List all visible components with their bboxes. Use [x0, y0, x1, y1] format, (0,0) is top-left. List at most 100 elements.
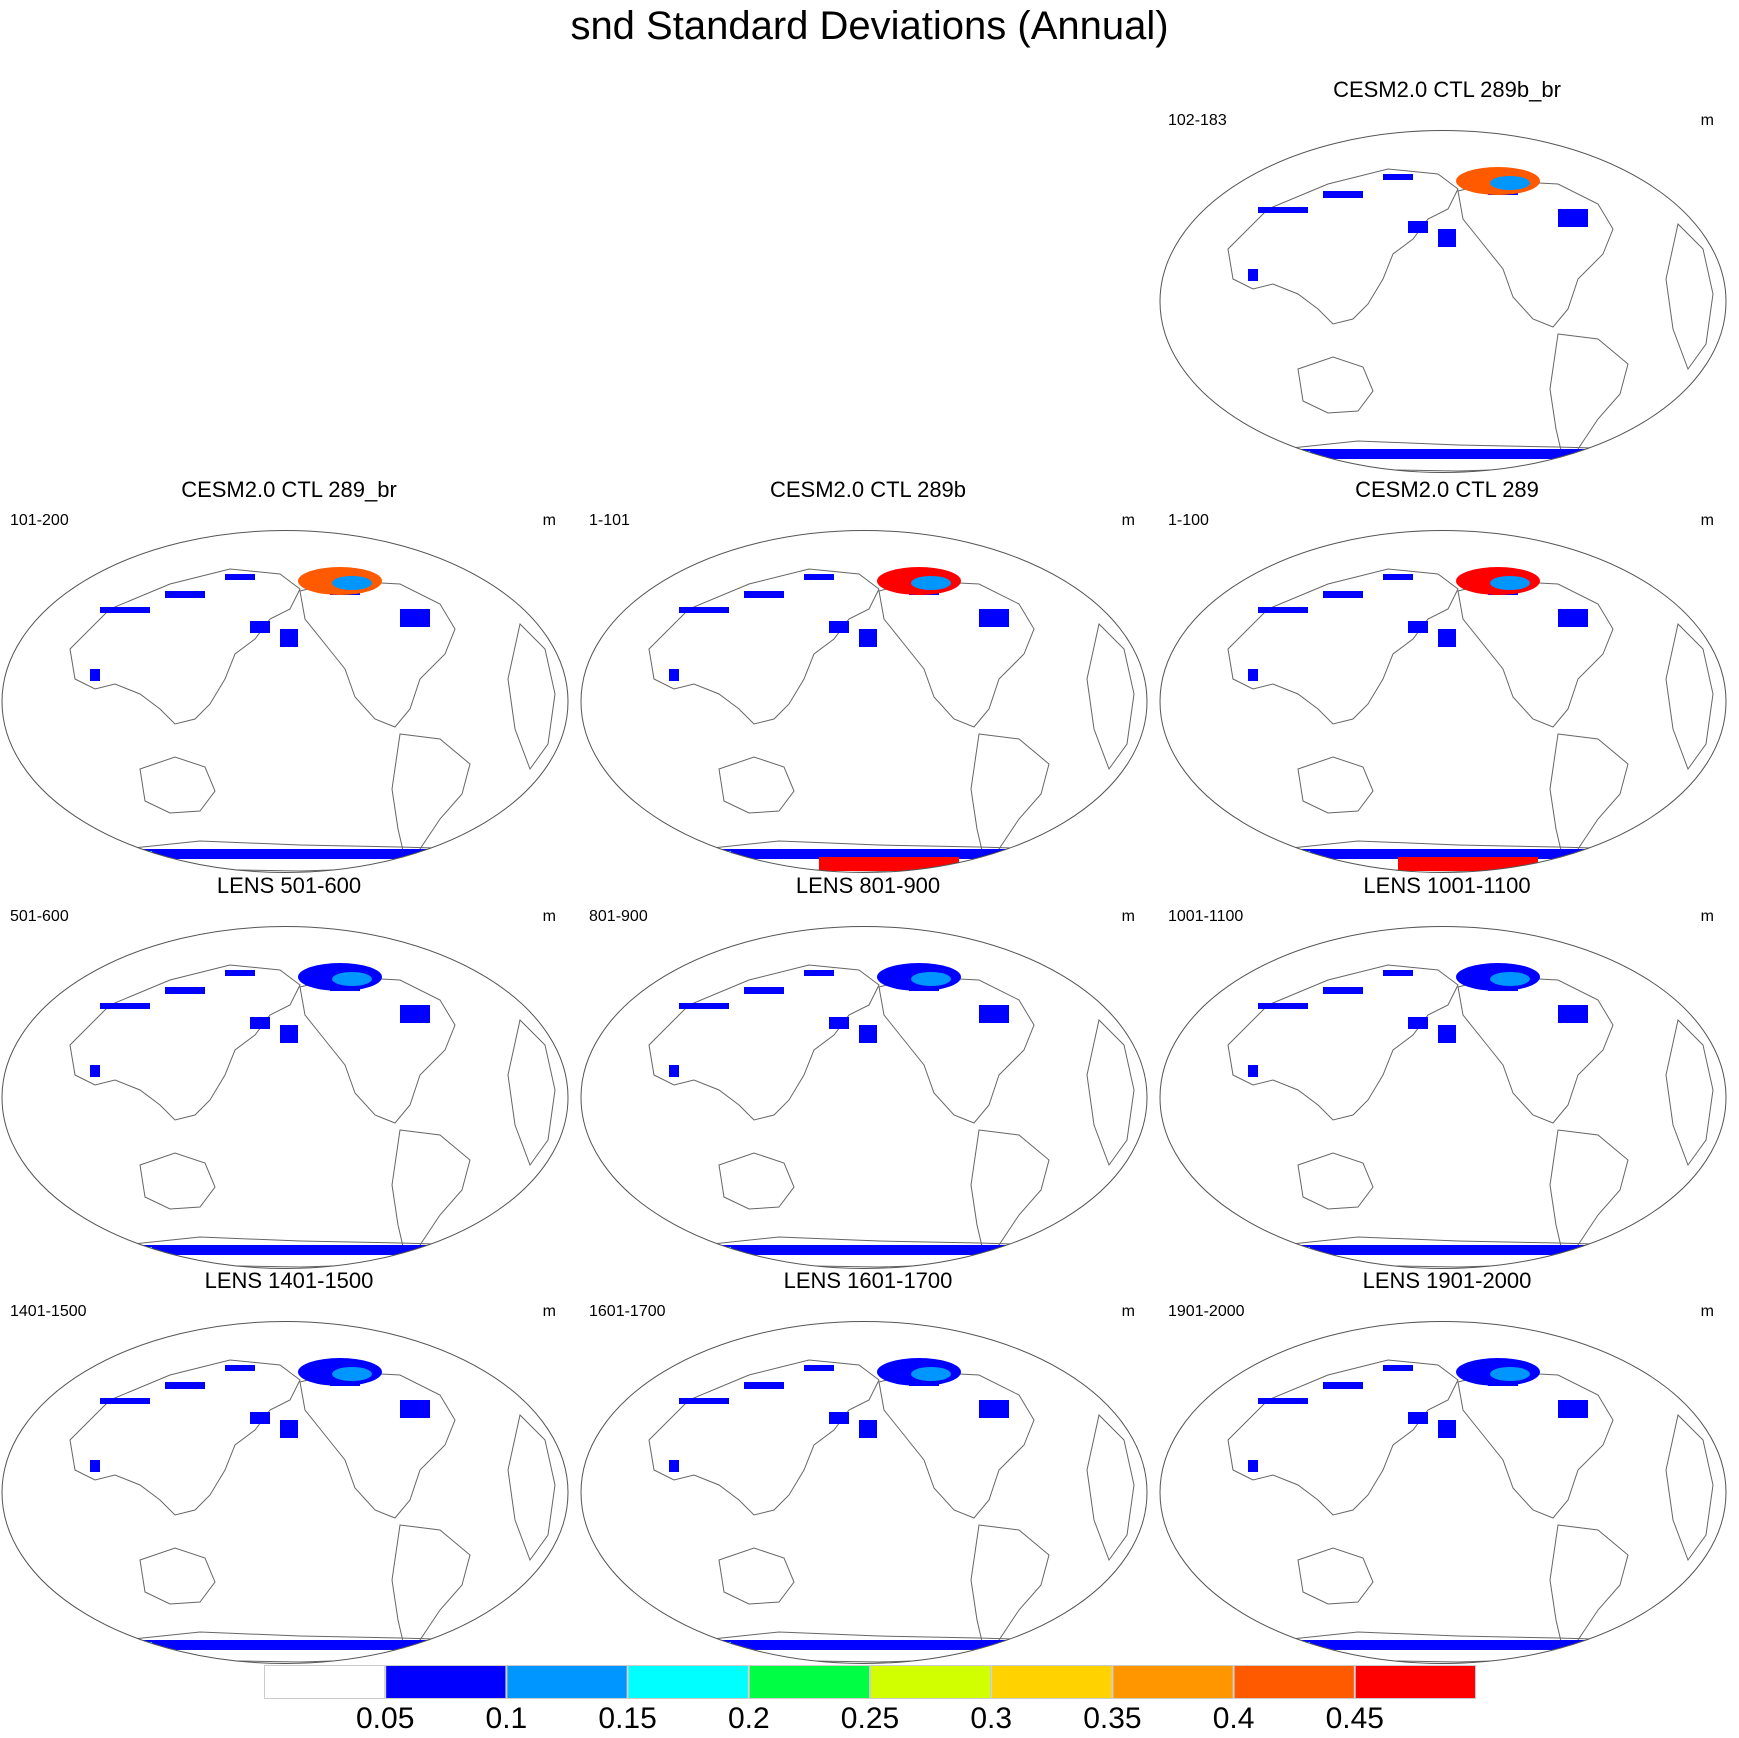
- snow-patch-arctic-inner: [911, 1367, 951, 1381]
- map-globe: [1159, 130, 1727, 473]
- colorbar-box: [1112, 1665, 1234, 1699]
- coastline: [299, 976, 456, 1124]
- snow-patch: [804, 1365, 834, 1371]
- snow-patch: [1248, 1460, 1258, 1472]
- colorbar-tick-label: 0.1: [485, 1702, 528, 1735]
- map-panel-lens-1601: LENS 1601-1700 1601-1700 m: [579, 1268, 1157, 1664]
- snow-band-antarctica: [1268, 449, 1598, 459]
- snow-patch: [979, 1400, 1009, 1418]
- panel-units-label: m: [1700, 1303, 1714, 1320]
- snow-patch: [1408, 621, 1428, 633]
- colorbar-box: [870, 1665, 992, 1699]
- panel-years-label: 1901-2000: [1168, 1303, 1245, 1320]
- panel-units-label: m: [542, 908, 556, 925]
- snow-band-antarctica: [1268, 1640, 1598, 1650]
- map-content: [69, 1358, 556, 1663]
- coastline: [1086, 622, 1135, 771]
- coastline: [69, 568, 301, 725]
- colorbar-tick-label: 0.25: [840, 1702, 900, 1735]
- coastline: [648, 1359, 880, 1516]
- snow-patch: [165, 1382, 205, 1389]
- snow-patch: [979, 609, 1009, 627]
- coastline: [391, 1129, 471, 1256]
- snow-patch: [1248, 269, 1258, 281]
- snow-patch: [679, 1398, 729, 1404]
- snow-patch: [669, 669, 679, 681]
- map-border: [1159, 530, 1727, 873]
- coastline: [1457, 580, 1614, 728]
- snow-patch: [90, 1065, 100, 1077]
- snow-patch: [804, 574, 834, 580]
- snow-patch: [669, 1065, 679, 1077]
- snow-patch-arctic-inner: [332, 972, 372, 986]
- snow-patch: [250, 1017, 270, 1029]
- map-panel-lens-1901: LENS 1901-2000 1901-2000 m: [1158, 1268, 1736, 1664]
- coastline: [1086, 1018, 1135, 1167]
- snow-patch: [1383, 574, 1413, 580]
- map-globe: [1, 1321, 569, 1664]
- colorbar-box: [748, 1665, 870, 1699]
- snow-patch-arctic-inner: [911, 972, 951, 986]
- map-border: [1159, 1321, 1727, 1664]
- snow-patch: [679, 607, 729, 613]
- panel-years-label: 1001-1100: [1168, 908, 1244, 925]
- panel-title: LENS 1401-1500: [204, 1268, 374, 1293]
- snow-patch: [100, 1003, 150, 1009]
- map-panel-ctl-289b-br: CESM2.0 CTL 289b_br 102-183 m: [1158, 77, 1736, 473]
- snow-patch: [744, 987, 784, 994]
- map-border: [1159, 926, 1727, 1269]
- map-panel-lens-501: LENS 501-600 501-600 m: [0, 873, 578, 1269]
- snow-patch: [1383, 174, 1413, 180]
- coastline: [1549, 733, 1629, 860]
- colorbar-tick-label: 0.15: [598, 1702, 657, 1735]
- snow-band-antarctica-edge: [1270, 1642, 1310, 1647]
- snow-patch: [1383, 1365, 1413, 1371]
- snow-patch: [859, 1025, 877, 1043]
- panel-years-label: 501-600: [10, 908, 69, 925]
- snow-patch: [1438, 629, 1456, 647]
- snow-patch: [250, 1412, 270, 1424]
- colorbar-box: [264, 1665, 386, 1699]
- snow-patch: [829, 1412, 849, 1424]
- snow-patch: [1383, 970, 1413, 976]
- map-globe: [1, 530, 569, 873]
- snow-patch: [669, 1460, 679, 1472]
- snow-patch-arctic-inner: [1490, 176, 1530, 190]
- panel-units-label: m: [1121, 1303, 1135, 1320]
- snow-patch: [90, 1460, 100, 1472]
- snow-patch: [1323, 1382, 1363, 1389]
- coastline: [1665, 622, 1714, 771]
- snow-patch: [1258, 1398, 1308, 1404]
- snow-patch: [225, 1365, 255, 1371]
- snow-band-antarctica: [110, 1245, 440, 1255]
- snow-band-antarctica: [1268, 1245, 1598, 1255]
- map-panel-lens-1001: LENS 1001-1100 1001-1100 m: [1158, 873, 1736, 1269]
- map-content: [648, 963, 1135, 1268]
- snow-band-antarctica-edge: [112, 1247, 152, 1252]
- snow-patch: [400, 1400, 430, 1418]
- snow-patch: [100, 607, 150, 613]
- snow-band-antarctica-edge: [112, 851, 152, 856]
- map-globe: [1159, 530, 1727, 873]
- snow-patch: [679, 1003, 729, 1009]
- map-content: [1227, 167, 1714, 472]
- snow-patch: [744, 591, 784, 598]
- snow-patch-arctic-inner: [911, 576, 951, 590]
- snow-patch: [1558, 1005, 1588, 1023]
- colorbar-box: [991, 1665, 1113, 1699]
- colorbar-box: [627, 1665, 749, 1699]
- coastline: [1549, 1129, 1629, 1256]
- snow-patch: [250, 621, 270, 633]
- panel-units-label: m: [1121, 908, 1135, 925]
- snow-band-antarctica-edge: [691, 1642, 731, 1647]
- snow-band-antarctica: [689, 1245, 1019, 1255]
- panel-units-label: m: [542, 1303, 556, 1320]
- coastline: [299, 580, 456, 728]
- snow-band-antarctica-edge: [1270, 851, 1310, 856]
- snow-patch: [1258, 607, 1308, 613]
- colorbar-tick-label: 0.4: [1212, 1702, 1255, 1735]
- snow-patch: [400, 1005, 430, 1023]
- snow-patch: [744, 1382, 784, 1389]
- coastline: [1297, 756, 1374, 814]
- coastline: [1457, 976, 1614, 1124]
